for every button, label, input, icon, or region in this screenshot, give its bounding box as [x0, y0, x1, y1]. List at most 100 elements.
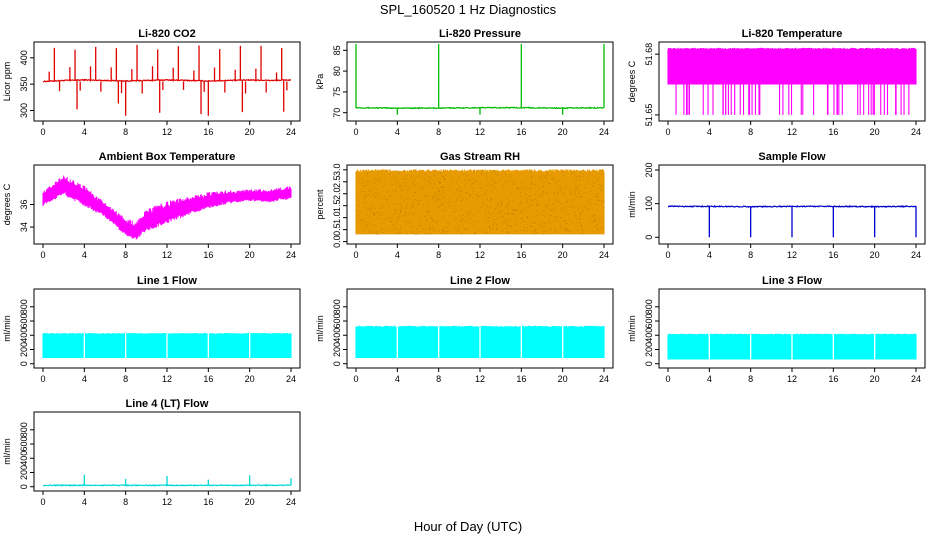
y-tick-label: 600	[644, 314, 654, 329]
y-tick-label: 1.5	[332, 199, 342, 212]
data-series	[355, 169, 605, 235]
y-tick-label: 600	[332, 314, 342, 329]
x-tick-label: 0	[353, 374, 358, 384]
x-tick-label: 8	[748, 374, 753, 384]
x-tick-label: 24	[286, 374, 296, 384]
x-tick-label: 4	[82, 497, 87, 507]
y-tick-label: 800	[19, 299, 29, 314]
y-axis-label: ml/min	[2, 315, 12, 342]
x-tick-label: 8	[123, 250, 128, 260]
panel-title: Li-820 Temperature	[742, 28, 843, 40]
y-tick-label: 600	[19, 314, 29, 329]
x-tick-label: 20	[558, 250, 568, 260]
x-tick-label: 16	[203, 250, 213, 260]
x-tick-label: 16	[516, 374, 526, 384]
y-tick-label: 0	[19, 361, 29, 366]
panel-title: Line 2 Flow	[450, 275, 510, 287]
y-axis-label: degrees C	[2, 183, 12, 225]
x-tick-label: 4	[82, 374, 87, 384]
x-tick-label: 12	[162, 127, 172, 137]
x-tick-label: 24	[599, 374, 609, 384]
data-series	[42, 44, 292, 116]
y-axis: 51.65 51.68	[644, 43, 659, 126]
x-tick-label: 16	[516, 127, 526, 137]
y-tick-label: 400	[19, 451, 29, 466]
x-tick-label: 8	[436, 374, 441, 384]
x-tick-label: 8	[436, 127, 441, 137]
data-series	[42, 474, 292, 487]
x-tick-label: 12	[475, 250, 485, 260]
y-tick-label: 1.0	[332, 211, 342, 224]
y-tick-label: 800	[644, 299, 654, 314]
x-tick-label: 0	[40, 374, 45, 384]
x-axis: 0 4 8 12 16 20 24	[40, 121, 296, 137]
data-series	[355, 324, 605, 361]
figure-xlabel: Hour of Day (UTC)	[414, 519, 522, 534]
x-tick-label: 12	[162, 250, 172, 260]
y-tick-label: 70	[332, 108, 342, 118]
chart-panel-3: Li-820 Temperature degrees C 0 4 8 12 16 20 24 51…	[627, 28, 926, 137]
y-axis-label: degrees C	[627, 60, 637, 102]
y-tick-label: 400	[19, 328, 29, 343]
x-tick-label: 16	[203, 127, 213, 137]
y-tick-label: 800	[332, 299, 342, 314]
x-tick-label: 12	[475, 374, 485, 384]
y-axis: 300 350 400	[19, 50, 34, 118]
x-axis: 0 4 8 12 16 20 24	[353, 368, 609, 384]
x-tick-label: 0	[665, 127, 670, 137]
x-tick-label: 4	[707, 250, 712, 260]
y-tick-label: 0	[644, 235, 654, 240]
x-tick-label: 24	[911, 250, 921, 260]
y-axis-label: ml/min	[627, 315, 637, 342]
x-tick-label: 16	[203, 497, 213, 507]
x-tick-label: 24	[911, 127, 921, 137]
x-tick-label: 16	[516, 250, 526, 260]
y-axis: 0.00.51.01.52.02.53.0	[332, 164, 347, 248]
series-band	[355, 169, 605, 235]
chart-panel-2: Li-820 Pressure kPa 0 4 8 12 16 20 24 70 75 80 85	[315, 28, 614, 137]
chart-panel-1: Li-820 CO2 Licor ppm 0 4 8 12 16 20 24 300 350 400	[2, 28, 301, 137]
x-tick-label: 12	[162, 497, 172, 507]
chart-panel-4: Ambient Box Temperature degrees C 0 4 8 12 16 2…	[2, 151, 301, 260]
x-tick-label: 20	[245, 497, 255, 507]
y-axis: 0 100 200	[644, 163, 659, 240]
y-tick-label: 34	[19, 222, 29, 232]
x-tick-label: 20	[870, 374, 880, 384]
y-tick-label: 350	[19, 77, 29, 92]
x-tick-label: 16	[828, 127, 838, 137]
y-tick-label: 3.0	[332, 164, 342, 177]
data-series	[667, 331, 917, 362]
x-tick-label: 12	[787, 374, 797, 384]
data-series	[42, 175, 292, 240]
y-tick-label: 0	[644, 361, 654, 366]
panel-title: Gas Stream RH	[440, 151, 520, 163]
x-tick-label: 20	[558, 127, 568, 137]
x-tick-label: 0	[353, 250, 358, 260]
x-tick-label: 20	[870, 250, 880, 260]
series-spikes	[83, 474, 292, 486]
x-tick-label: 4	[395, 127, 400, 137]
x-tick-label: 16	[203, 374, 213, 384]
y-tick-label: 85	[332, 45, 342, 55]
x-tick-label: 12	[162, 374, 172, 384]
y-tick-label: 200	[19, 342, 29, 357]
data-series	[667, 204, 917, 238]
series-spikes	[355, 44, 605, 115]
panel-title: Li-820 Pressure	[439, 28, 521, 40]
x-tick-label: 8	[123, 497, 128, 507]
y-axis-label: percent	[315, 189, 325, 220]
y-tick-label: 36	[19, 199, 29, 209]
x-tick-label: 8	[123, 374, 128, 384]
x-tick-label: 20	[558, 374, 568, 384]
x-tick-label: 24	[911, 374, 921, 384]
data-series	[667, 47, 917, 115]
y-tick-label: 400	[19, 50, 29, 65]
x-tick-label: 0	[40, 250, 45, 260]
y-axis-label: kPa	[315, 74, 325, 90]
